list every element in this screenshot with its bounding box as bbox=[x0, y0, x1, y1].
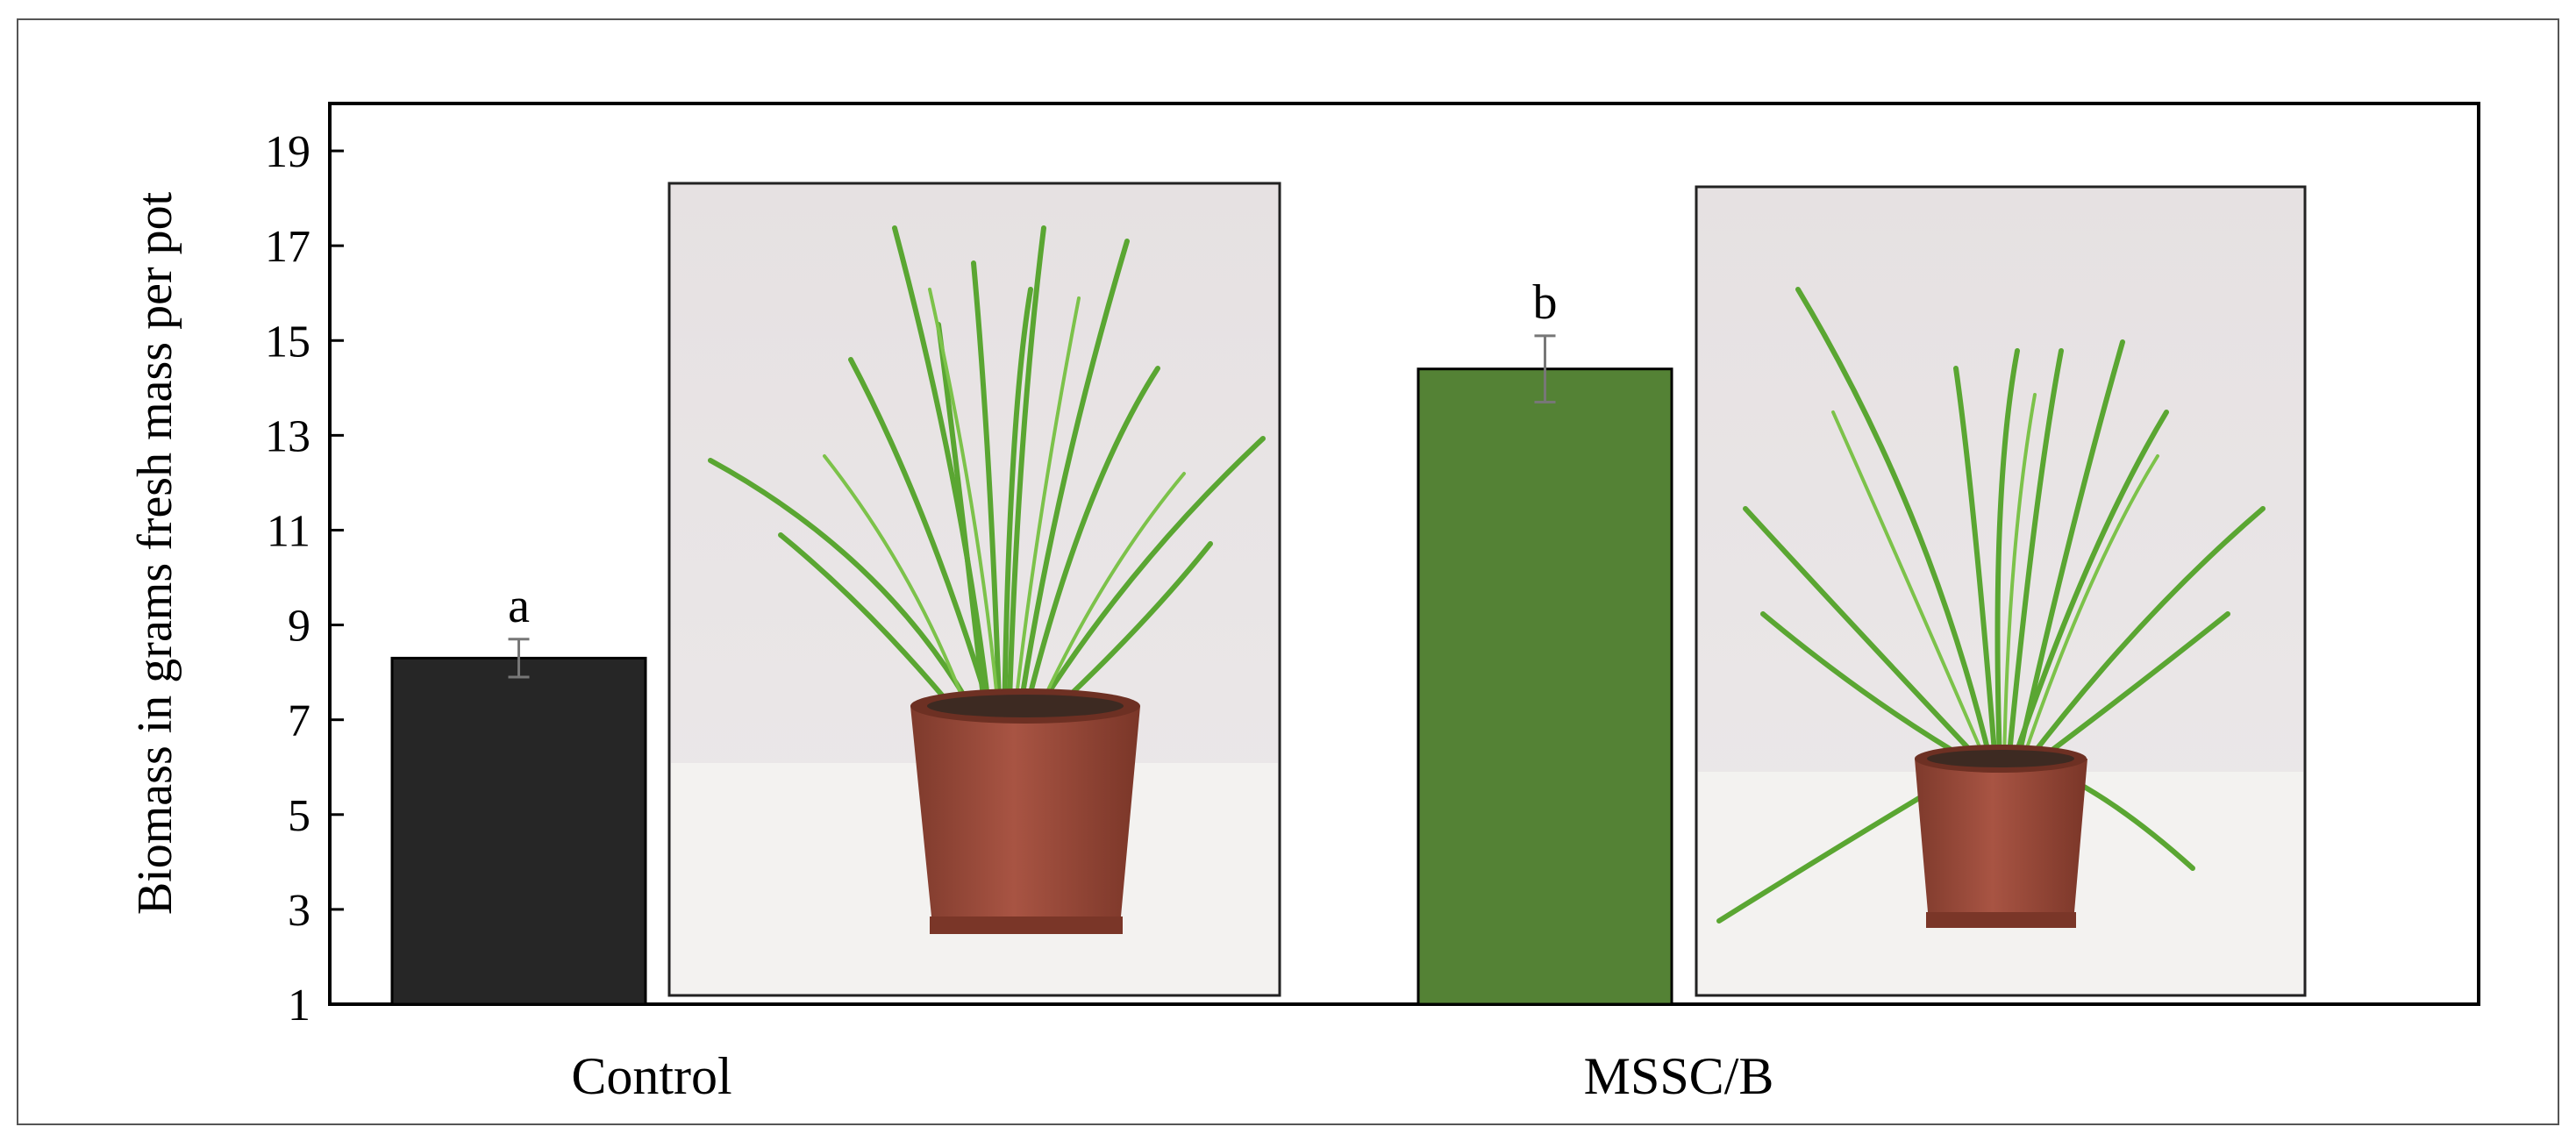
bar-control bbox=[390, 656, 647, 1006]
y-tick-label: 13 bbox=[265, 411, 310, 461]
significance-letter: a bbox=[508, 579, 530, 633]
y-tick-label: 3 bbox=[288, 886, 310, 936]
y-tick-label: 5 bbox=[288, 791, 310, 841]
y-tick-label: 1 bbox=[288, 981, 310, 1031]
y-tick-label: 15 bbox=[265, 317, 310, 367]
error-bar bbox=[1534, 334, 1556, 404]
y-tick-label: 11 bbox=[267, 506, 310, 556]
y-tick-label: 7 bbox=[288, 696, 310, 746]
error-bar bbox=[508, 638, 530, 679]
category-label-control: Control bbox=[571, 1047, 731, 1105]
y-tick-label: 9 bbox=[288, 602, 310, 652]
bar-mssc-b bbox=[1416, 367, 1673, 1006]
y-axis-label: Biomass in grams fresh mass per pot bbox=[128, 191, 182, 915]
plot-area bbox=[328, 102, 2480, 1006]
y-tick-label: 17 bbox=[265, 222, 310, 272]
significance-letter: b bbox=[1533, 275, 1558, 330]
mssc-b-plant-photo bbox=[1695, 185, 2307, 997]
category-label-mssc-b: MSSC/B bbox=[1584, 1047, 1774, 1105]
y-tick-label: 19 bbox=[265, 127, 310, 177]
control-plant-photo bbox=[667, 182, 1281, 997]
bars: ab bbox=[390, 275, 1673, 1006]
